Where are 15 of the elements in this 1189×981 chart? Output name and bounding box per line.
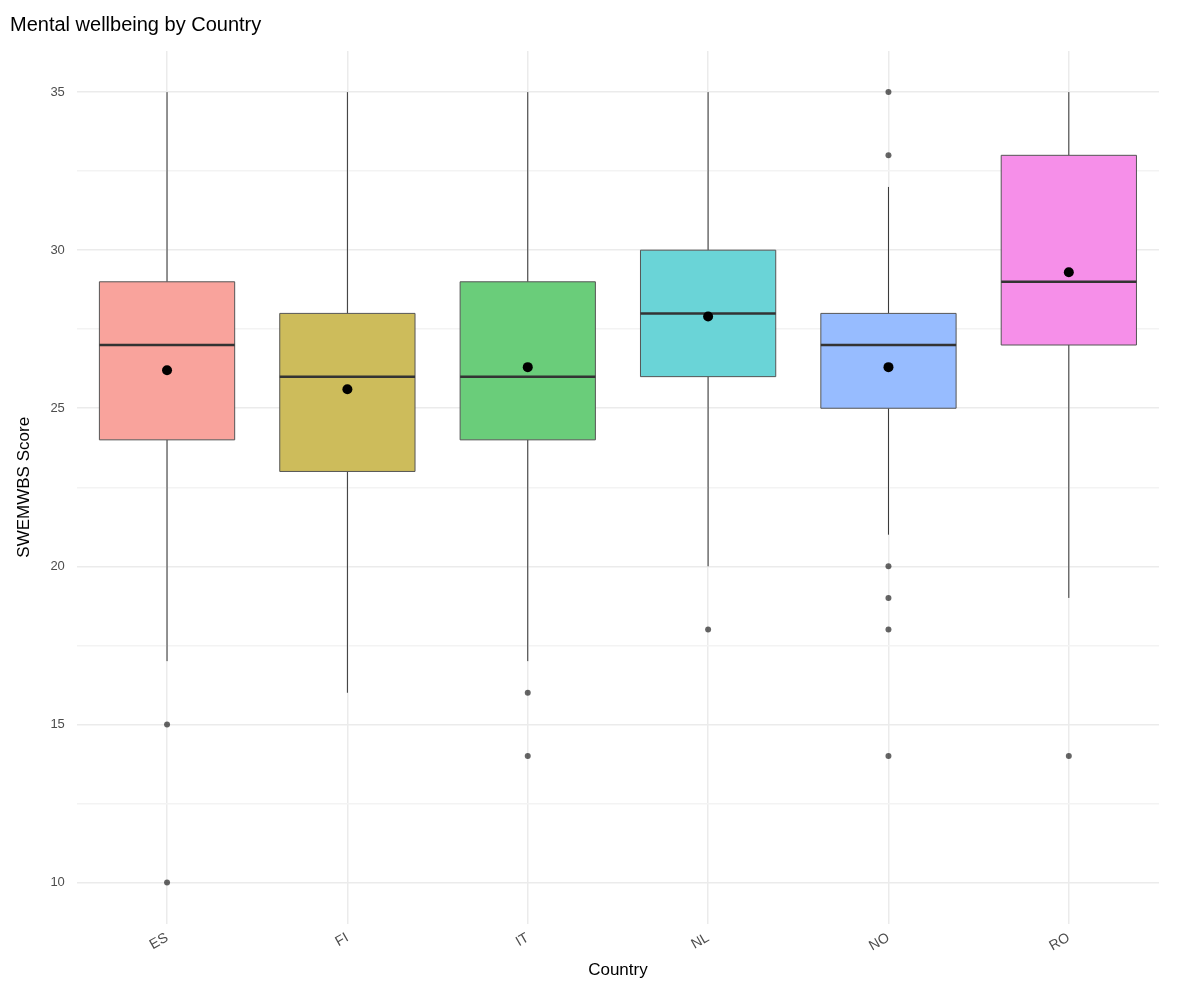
y-tick-label: 15 bbox=[50, 715, 65, 731]
y-tick-label: 25 bbox=[50, 399, 65, 415]
x-tick-label: IT bbox=[512, 928, 532, 949]
x-tick-label: NO bbox=[865, 928, 892, 954]
y-tick-label: 30 bbox=[50, 241, 65, 257]
x-axis-title: Country bbox=[588, 960, 649, 980]
x-tick-label: ES bbox=[146, 928, 171, 953]
chart-title: Mental wellbeing by Country bbox=[10, 12, 262, 35]
y-tick-label: 20 bbox=[50, 557, 65, 573]
x-tick-label: FI bbox=[332, 928, 351, 949]
y-tick-label: 35 bbox=[50, 83, 65, 99]
y-axis-title: SWEMWBS Score bbox=[13, 416, 33, 558]
x-tick-label: NL bbox=[688, 928, 712, 952]
y-tick-label: 10 bbox=[50, 874, 65, 890]
x-tick-label: RO bbox=[1046, 928, 1073, 954]
